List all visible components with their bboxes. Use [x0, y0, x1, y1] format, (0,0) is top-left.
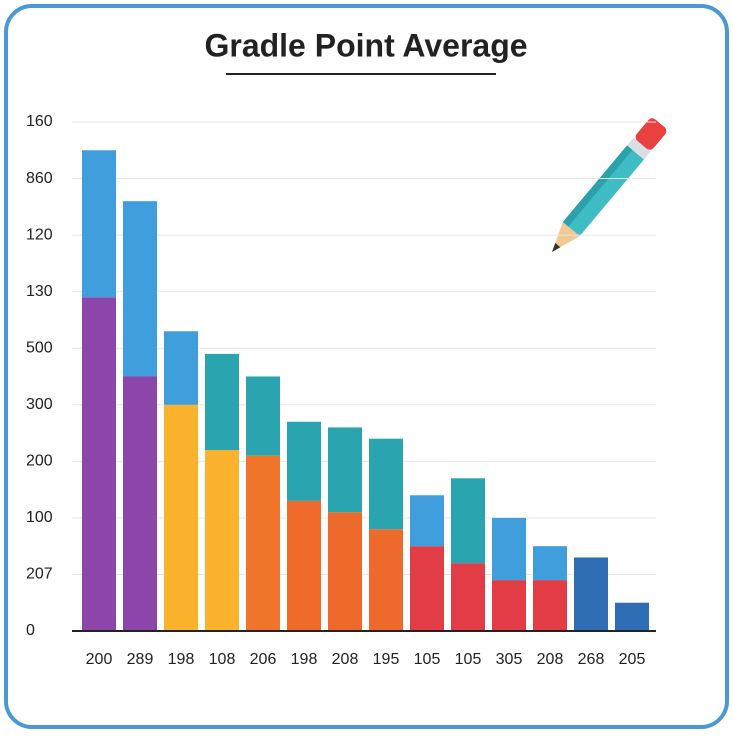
y-tick-label: 200 — [26, 453, 53, 470]
y-tick-label: 300 — [26, 396, 53, 413]
bar-segment — [123, 376, 157, 631]
bar-segment — [410, 546, 444, 631]
bar-segment — [246, 455, 280, 631]
x-tick-label: 268 — [578, 651, 605, 668]
x-tick-label: 305 — [496, 651, 523, 668]
y-tick-label: 160 — [26, 113, 53, 130]
bar-segment — [205, 353, 239, 451]
bar-segment — [164, 331, 198, 405]
bar-segment — [369, 529, 403, 631]
bar-segment — [533, 580, 567, 631]
x-tick-label: 289 — [127, 651, 154, 668]
y-tick-label: 120 — [26, 226, 53, 243]
y-tick-label: 130 — [26, 283, 53, 300]
bar-segment — [533, 546, 567, 581]
bar-segment — [287, 421, 321, 501]
bar-segment — [82, 150, 116, 298]
bar-segment — [451, 563, 485, 631]
bar-segment — [205, 450, 239, 631]
bar-segment — [410, 495, 444, 547]
x-tick-label: 198 — [291, 651, 318, 668]
y-tick-label: 207 — [26, 566, 53, 583]
bar-segment — [615, 602, 649, 631]
x-tick-label: 206 — [250, 651, 277, 668]
bar-segment — [369, 438, 403, 530]
bar-segment — [492, 517, 526, 581]
x-tick-label: 195 — [373, 651, 400, 668]
chart-title: Gradle Point Average — [204, 27, 527, 63]
bar-segment — [123, 201, 157, 377]
bar-segment — [574, 557, 608, 631]
x-tick-label: 105 — [455, 651, 482, 668]
y-tick-label: 100 — [26, 509, 53, 526]
x-tick-label: 205 — [619, 651, 646, 668]
y-tick-label: 860 — [26, 170, 53, 187]
y-tick-label: 500 — [26, 339, 53, 356]
bar-segment — [492, 580, 526, 631]
bar-segment — [246, 376, 280, 456]
bar-segment — [287, 500, 321, 631]
pencil-icon — [552, 118, 667, 252]
bar-segment — [451, 478, 485, 564]
y-tick-label: 0 — [26, 622, 35, 639]
bar-segment — [328, 427, 362, 513]
bar-segment — [82, 297, 116, 631]
x-tick-label: 208 — [332, 651, 359, 668]
x-tick-label: 208 — [537, 651, 564, 668]
x-tick-label: 198 — [168, 651, 195, 668]
bar-segment — [164, 404, 198, 631]
bar-segment — [328, 512, 362, 631]
x-tick-label: 108 — [209, 651, 236, 668]
x-tick-label: 105 — [414, 651, 441, 668]
x-tick-label: 200 — [86, 651, 113, 668]
